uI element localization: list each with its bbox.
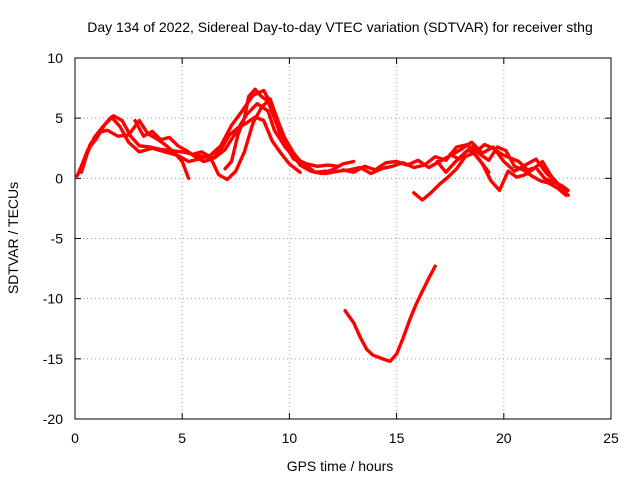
y-tick-label: -10 xyxy=(43,291,63,307)
chart-title: Day 134 of 2022, Sidereal Day-to-day VTE… xyxy=(87,19,593,35)
series-line-sat-i xyxy=(412,151,570,202)
series-line-sat-d xyxy=(133,115,302,175)
series-line-sat-g xyxy=(343,264,437,363)
y-tick-label: 5 xyxy=(55,110,63,126)
x-tick-labels: 0 5 10 15 20 25 xyxy=(71,430,619,446)
plot-frame xyxy=(74,57,612,420)
series-line-sat-k xyxy=(448,142,570,193)
x-tick-label: 25 xyxy=(603,430,619,446)
series-line-sat-c xyxy=(79,118,191,181)
y-tick-label: -15 xyxy=(43,351,63,367)
plot-series xyxy=(75,87,570,363)
x-tick-label: 5 xyxy=(178,430,186,446)
x-axis-label: GPS time / hours xyxy=(287,458,394,474)
grid-lines xyxy=(75,58,611,419)
x-tick-label: 20 xyxy=(496,430,512,446)
x-tick-label: 15 xyxy=(389,430,405,446)
y-tick-labels: -20 -15 -10 -5 0 5 10 xyxy=(43,50,63,427)
y-tick-label: -5 xyxy=(51,231,64,247)
series-line-sat-h xyxy=(341,140,568,195)
x-tick-label: 10 xyxy=(282,430,298,446)
y-tick-label: 10 xyxy=(47,50,63,66)
series-line-sat-f xyxy=(223,87,491,176)
y-tick-label: -20 xyxy=(43,411,63,427)
y-tick-label: 0 xyxy=(55,170,63,186)
x-tick-label: 0 xyxy=(71,430,79,446)
y-axis-label: SDTVAR / TECUs xyxy=(5,182,21,294)
